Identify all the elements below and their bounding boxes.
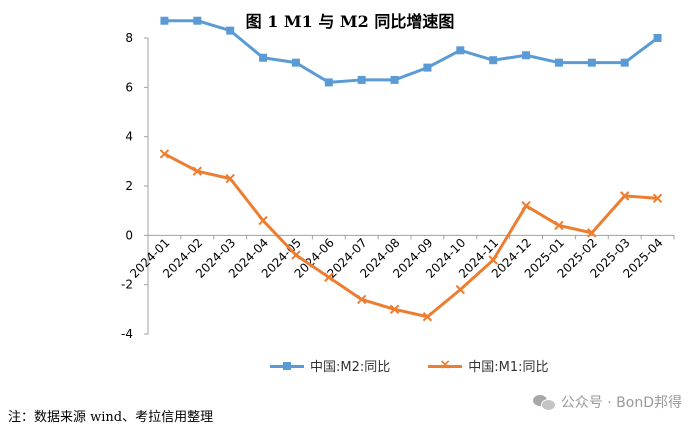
y-tick-label: 2 [125,179,133,193]
m1-marker-stroke [619,191,630,201]
m1-marker-stroke [652,193,663,204]
m1-marker-stroke [291,250,301,260]
m2-data-point [489,56,498,65]
series-line-m1 [163,152,658,319]
m2-data-point [160,16,169,25]
m1-data-point [554,220,564,231]
m1-marker-stroke [225,173,235,184]
m1-data-point [225,173,235,184]
chart-axes [144,37,675,335]
y-tick-label: 0 [125,228,133,242]
m1-data-point [389,304,400,315]
m1-marker-stroke [422,312,433,322]
m1-marker-stroke [356,294,367,305]
y-tick-label: 4 [125,130,133,144]
legend-item-m1: × 中国:M1:同比 [428,356,549,375]
wechat-icon [532,394,556,411]
m1-marker-stroke [389,304,400,315]
watermark: 公众号 · BonD邦得 [532,392,682,412]
m2-data-point [291,58,300,67]
m1-marker-stroke [488,255,498,265]
chart-legend: 中国:M2:同比 × 中国:M1:同比 [270,356,549,375]
legend-item-m2: 中国:M2:同比 [270,356,390,375]
m1-marker-stroke [521,201,531,211]
legend-m1-label: 中国:M1:同比 [468,360,549,375]
m1-data-point [455,284,466,295]
y-tick-label: 8 [125,31,133,45]
line-chart: -4-2024682024-012024-022024-032024-04202… [121,16,675,341]
m2-data-point [324,78,333,87]
m2-data-point [259,53,268,62]
m1-data-point [324,272,334,282]
chart-series [159,16,663,322]
m1-data-point [619,191,630,201]
m2-data-point [193,16,202,25]
m2-data-point [390,75,399,84]
m2-data-point [653,34,662,42]
m2-data-point [456,46,465,55]
m1-data-point [258,215,268,226]
m1-marker-stroke [587,228,597,238]
m1-marker-stroke [192,166,203,176]
m1-data-point [652,193,663,204]
m2-data-point [554,58,563,67]
source-footnote: 注：数据来源 wind、考拉信用整理 [8,410,214,425]
y-tick-label: -4 [121,327,133,341]
m1-data-point [291,250,301,260]
watermark-text: 公众号 · BonD邦得 [560,395,682,411]
m2-data-point [522,51,531,60]
m1-marker-stroke [258,215,268,226]
legend-m2-label: 中国:M2:同比 [310,360,391,375]
m1-data-point [356,294,367,305]
m1-data-point [422,312,433,322]
m1-marker-stroke [455,284,466,295]
m1-data-point [587,228,597,238]
m1-data-point [192,166,203,176]
m1-data-point [159,149,170,159]
m1-marker-stroke [159,149,170,159]
m2-data-point [587,58,596,67]
series-line-m2 [164,19,659,84]
m2-data-point [423,63,432,72]
y-tick-label: -2 [121,278,133,292]
m1-marker-stroke [324,272,334,282]
m1-marker-stroke [554,220,564,231]
chart-title: 图 1 M1 与 M2 同比增速图 [245,12,455,31]
y-tick-label: 6 [125,80,133,94]
legend-m2-swatch [270,359,304,373]
m1-data-point [521,201,531,211]
m2-data-point [620,58,629,67]
legend-m1-swatch: × [428,357,463,373]
m1-data-point [488,255,498,265]
m2-data-point [357,75,366,84]
m2-data-point [226,26,235,35]
